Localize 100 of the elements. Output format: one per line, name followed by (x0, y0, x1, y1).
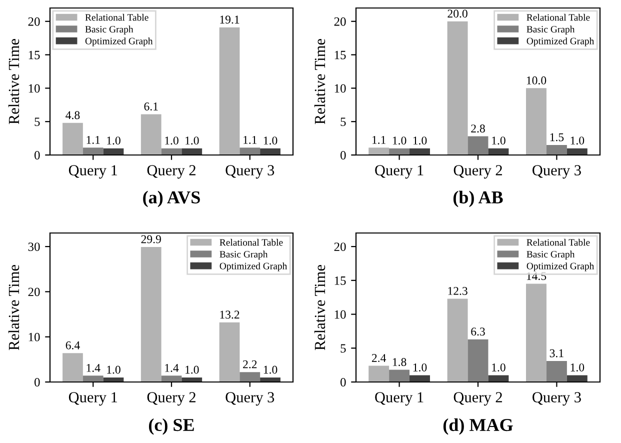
data-label: 1.0 (107, 366, 120, 374)
data-label: 1.0 (492, 363, 506, 372)
bar (410, 148, 430, 155)
data-label: 1.0 (570, 363, 584, 372)
data-label: 6.4 (66, 341, 80, 350)
y-axis-title: Relative Time (314, 38, 326, 124)
data-label: 1.0 (186, 136, 199, 145)
text: (c) SE (148, 418, 194, 435)
bar (140, 246, 162, 382)
legend-label: Basic Graph (220, 250, 268, 260)
y-tick-label: 10 (334, 84, 346, 93)
y-tick-label: 20 (334, 17, 346, 26)
bar (240, 372, 260, 382)
y-tick-label: 0 (340, 151, 346, 160)
data-label: 1.0 (413, 363, 427, 372)
text: (d) MAG (443, 418, 513, 435)
bar (219, 322, 240, 382)
data-label: 1.8 (392, 358, 406, 366)
bar (219, 27, 240, 155)
bar (447, 298, 468, 382)
text: (b) AB (453, 190, 503, 208)
data-label: 12.3 (448, 286, 468, 295)
data-label: 1.0 (392, 136, 406, 145)
legend-label: Basic Graph (85, 26, 134, 34)
bar (488, 375, 509, 382)
y-tick-label: 15 (334, 276, 346, 285)
data-label: 29.9 (141, 235, 161, 244)
bar (82, 376, 104, 382)
legend-label: Optimized Graph (85, 37, 153, 46)
text: (a) AVS (143, 190, 200, 208)
x-tick-label: Query 1 (68, 165, 118, 179)
y-tick-label: 15 (28, 50, 40, 60)
x-tick-label: Query 2 (147, 392, 196, 406)
data-label: 1.0 (492, 136, 506, 145)
y-tick-label: 0 (34, 378, 40, 386)
legend-label: Relational Table (85, 14, 148, 21)
bar (488, 148, 509, 155)
bar (62, 353, 83, 382)
x-tick-label: Query 2 (454, 165, 502, 179)
bar (447, 21, 468, 155)
bar (368, 148, 390, 155)
data-label: 6.1 (144, 102, 158, 111)
legend-label: Basic Graph (526, 26, 575, 34)
data-label: 19.1 (220, 16, 240, 24)
y-tick-label: 10 (334, 310, 346, 319)
y-axis-title: Relative Time (8, 38, 20, 124)
bar (546, 144, 567, 155)
y-tick-label: 0 (34, 151, 40, 160)
data-label: 1.0 (264, 366, 278, 374)
data-label: 1.0 (107, 136, 120, 145)
x-tick-label: Query 2 (147, 165, 196, 179)
y-tick-label: 20 (28, 17, 40, 26)
data-label: 1.0 (413, 136, 427, 145)
bar (140, 114, 162, 155)
x-tick-label: Query 1 (375, 165, 424, 179)
y-tick-label: 20 (334, 242, 346, 252)
data-label: 1.0 (570, 136, 584, 145)
data-label: 14.5 (526, 272, 546, 280)
x-tick-label: Query 3 (226, 392, 274, 406)
y-tick-label: 5 (340, 118, 346, 126)
y-tick-label: 5 (340, 344, 346, 353)
data-label: 1.5 (550, 133, 564, 142)
y-tick-label: 10 (28, 332, 40, 342)
bar (566, 375, 588, 382)
data-label: 13.2 (220, 310, 240, 319)
bar (389, 148, 410, 155)
x-tick-label: Query 3 (532, 392, 581, 406)
bar (468, 339, 488, 382)
bar (260, 148, 280, 155)
data-label: 2.4 (372, 354, 386, 362)
bar (240, 148, 260, 155)
data-label: 3.1 (550, 349, 564, 358)
bar (566, 148, 588, 155)
bar (546, 361, 567, 382)
data-label: 20.0 (448, 10, 468, 18)
legend-label: Optimized Graph (526, 262, 594, 272)
legend-label: Optimized Graph (526, 37, 594, 46)
y-tick-label: 30 (28, 242, 40, 252)
x-tick-label: Query 2 (454, 392, 502, 406)
bar (82, 148, 104, 155)
legend-label: Relational Table (526, 14, 590, 21)
x-tick-label: Query 1 (375, 392, 424, 406)
data-label: 1.1 (372, 136, 386, 144)
bar (526, 88, 546, 155)
data-label: 1.1 (86, 136, 100, 144)
x-tick-label: Query 3 (226, 165, 274, 179)
data-label: 1.1 (244, 136, 257, 144)
data-label: 2.8 (471, 124, 485, 133)
legend-label: Basic Graph (526, 250, 575, 260)
y-tick-label: 10 (28, 84, 40, 93)
x-tick-label: Query 3 (532, 165, 581, 179)
data-label: 1.4 (165, 364, 179, 372)
legend-label: Relational Table (220, 238, 283, 246)
y-axis-title: Relative Time (314, 264, 326, 350)
data-label: 1.0 (165, 136, 178, 145)
bar (526, 284, 546, 382)
y-tick-label: 0 (340, 378, 346, 386)
legend-label: Optimized Graph (220, 262, 288, 272)
bar (468, 136, 488, 155)
bar (182, 148, 202, 155)
